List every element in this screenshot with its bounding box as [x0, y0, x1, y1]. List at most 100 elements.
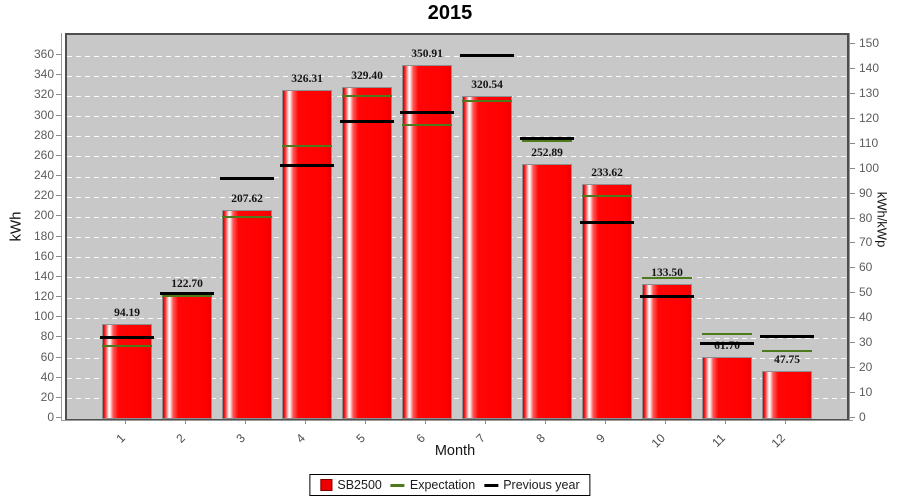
- y-axis-label-left: kWh: [7, 211, 25, 242]
- right-axis-tick-label: 130: [859, 85, 880, 100]
- bar-month-6: [402, 65, 452, 419]
- previous-year-line-month-3: [220, 176, 274, 180]
- left-axis-tick-label: 80: [40, 329, 54, 344]
- right-axis-tick: [850, 342, 855, 344]
- previous-year-line-month-5: [340, 120, 394, 124]
- left-axis-tick-label: 120: [33, 289, 54, 304]
- legend-label: SB2500: [337, 478, 382, 492]
- right-axis-tick-label: 50: [859, 285, 873, 300]
- gridline: [67, 237, 847, 239]
- expectation-line-month-11: [702, 333, 752, 336]
- bar-value-label: 329.40: [351, 70, 383, 82]
- right-axis-tick: [850, 117, 855, 119]
- bar-month-1: [102, 324, 152, 419]
- right-axis-tick: [850, 92, 855, 94]
- right-axis-tick: [850, 317, 855, 319]
- bottom-axis-line: [61, 420, 853, 421]
- expectation-line-month-8: [522, 139, 572, 142]
- bar-value-label: 133.50: [651, 267, 683, 280]
- bar-month-11: [702, 356, 752, 419]
- right-axis-tick-label: 10: [859, 385, 873, 400]
- legend-item-sb2500: SB2500: [320, 478, 382, 492]
- legend-item-previous-year: Previous year: [484, 478, 580, 492]
- left-axis-tick-label: 260: [33, 147, 54, 162]
- bar-value-label: 252.89: [531, 147, 563, 160]
- gridline: [67, 216, 847, 218]
- previous-year-line-month-2: [160, 291, 214, 295]
- x-axis-tick: [545, 420, 546, 424]
- previous-year-line-month-10: [640, 294, 694, 298]
- left-axis-tick-label: 0: [47, 410, 54, 424]
- gridline: [67, 358, 847, 360]
- x-axis-tick: [305, 420, 306, 424]
- x-axis-tick: [365, 420, 366, 424]
- right-axis-tick-label: 60: [859, 260, 873, 275]
- left-axis-tick-label: 360: [33, 47, 54, 62]
- left-axis-tick: [56, 215, 61, 217]
- left-axis-tick: [56, 195, 61, 197]
- right-axis-tick-label: 100: [859, 160, 880, 175]
- bar-month-9: [582, 183, 632, 419]
- black-line-swatch-icon: [484, 483, 499, 487]
- left-axis-tick-label: 20: [40, 389, 54, 404]
- gridline: [67, 156, 847, 158]
- bar-value-label: 233.62: [591, 166, 623, 179]
- legend-label: Expectation: [409, 478, 476, 492]
- right-axis-tick: [850, 392, 855, 394]
- bar-month-12: [762, 370, 812, 419]
- left-axis-tick-label: 220: [33, 188, 54, 203]
- left-axis-tick: [56, 376, 61, 378]
- left-axis-tick-label: 300: [33, 107, 54, 122]
- bar-month-5: [342, 87, 392, 419]
- left-axis-tick-label: 140: [33, 268, 54, 283]
- gridline: [67, 176, 847, 178]
- gridline: [67, 55, 847, 57]
- right-axis-tick-label: 40: [859, 310, 873, 325]
- left-axis-tick: [56, 235, 61, 237]
- previous-year-line-month-6: [400, 111, 454, 115]
- gridline: [67, 317, 847, 319]
- left-axis-tick: [56, 175, 61, 177]
- left-axis-tick: [56, 356, 61, 358]
- left-axis-tick-label: 240: [33, 168, 54, 183]
- left-axis-tick-label: 180: [33, 228, 54, 243]
- previous-year-line-month-7: [460, 53, 514, 57]
- right-axis-tick: [850, 417, 855, 418]
- expectation-line-month-1: [102, 345, 152, 348]
- left-axis-tick: [56, 154, 61, 156]
- bar-value-label: 94.19: [114, 307, 140, 320]
- right-axis-tick-label: 140: [859, 60, 880, 75]
- previous-year-line-month-4: [280, 163, 334, 167]
- bar-month-3: [222, 209, 272, 419]
- expectation-line-month-3: [222, 216, 272, 219]
- plot-area: 94.19 122.70 207.62 326.31 329.40 350.91 320.5…: [65, 33, 849, 421]
- previous-year-line-month-9: [580, 220, 634, 224]
- left-axis-tick: [56, 417, 61, 418]
- x-axis-tick: [605, 420, 606, 424]
- bar-value-label: 47.75: [774, 353, 800, 366]
- gridline: [67, 398, 847, 400]
- bar-month-2: [162, 295, 212, 419]
- left-axis-tick-label: 340: [33, 67, 54, 82]
- gridline: [67, 116, 847, 118]
- right-axis-tick: [850, 142, 855, 144]
- chart-title: 2015: [427, 2, 473, 24]
- right-axis-tick-label: 70: [859, 235, 873, 250]
- previous-year-line-month-8: [520, 137, 574, 141]
- left-axis-tick: [56, 74, 61, 76]
- left-axis-tick: [56, 316, 61, 318]
- left-axis-tick: [56, 134, 61, 136]
- left-axis-tick: [56, 396, 61, 398]
- green-line-swatch-icon: [390, 483, 405, 487]
- gridline: [67, 297, 847, 299]
- expectation-line-month-6: [402, 123, 452, 126]
- bar-month-10: [642, 284, 692, 419]
- x-axis-tick: [665, 420, 666, 424]
- legend-label: Previous year: [503, 478, 580, 492]
- right-axis-tick: [850, 242, 855, 244]
- right-axis-tick-label: 90: [859, 185, 873, 200]
- left-axis-tick-label: 320: [33, 87, 54, 102]
- right-axis-tick-label: 0: [859, 410, 866, 424]
- right-axis-tick: [850, 192, 855, 194]
- right-axis-tick-label: 150: [859, 35, 880, 50]
